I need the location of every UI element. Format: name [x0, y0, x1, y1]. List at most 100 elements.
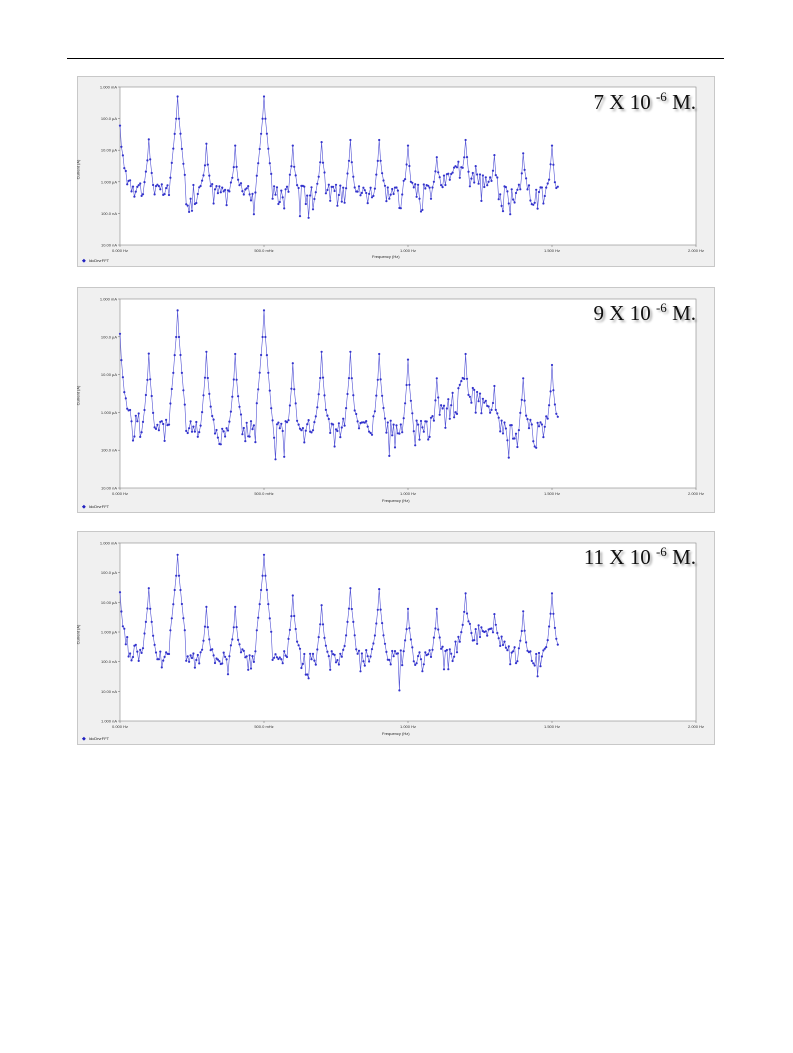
y-tick-label: 10.00 nA [101, 486, 117, 491]
data-point [537, 190, 541, 194]
data-point [225, 427, 228, 430]
data-point [189, 197, 192, 200]
data-point [381, 172, 384, 175]
data-point [123, 167, 126, 170]
data-point [406, 607, 410, 610]
data-point [448, 648, 451, 651]
data-point [461, 166, 464, 169]
data-point [347, 159, 351, 162]
data-point [237, 178, 240, 181]
data-point [540, 655, 543, 658]
data-point [329, 431, 332, 434]
data-point [226, 429, 230, 432]
data-point [137, 659, 140, 662]
data-point [314, 191, 317, 194]
data-point [306, 194, 309, 197]
data-point [180, 147, 183, 150]
data-point [369, 431, 372, 435]
data-point [421, 426, 424, 429]
data-point [432, 636, 435, 639]
data-point [395, 186, 398, 189]
data-point [216, 658, 219, 661]
data-point [177, 117, 181, 120]
data-point [244, 440, 247, 443]
data-point [478, 173, 482, 176]
data-point [245, 655, 248, 658]
data-point [542, 649, 545, 652]
data-point [504, 186, 507, 189]
data-point [165, 651, 168, 654]
data-point [417, 655, 420, 658]
data-point [506, 190, 509, 193]
data-point [165, 418, 168, 421]
data-point [304, 202, 307, 206]
x-tick-label: 2.000 Hz [688, 724, 704, 729]
data-point [356, 190, 359, 193]
data-point [360, 191, 363, 194]
data-point [198, 662, 201, 665]
data-point [237, 395, 240, 398]
data-point [499, 644, 502, 647]
data-point [273, 185, 276, 188]
data-point [422, 183, 425, 186]
data-point [196, 653, 199, 657]
data-point [222, 430, 225, 433]
data-point [550, 363, 554, 367]
data-point [414, 444, 417, 447]
data-point [512, 198, 515, 201]
data-point [549, 163, 552, 166]
data-point [245, 421, 248, 424]
data-point [169, 629, 172, 632]
data-point [215, 428, 218, 432]
data-point [176, 95, 179, 98]
data-point [424, 651, 427, 654]
data-point [434, 170, 437, 173]
data-point [277, 421, 280, 424]
data-point [265, 132, 268, 135]
data-point [254, 650, 257, 653]
data-point [268, 162, 271, 165]
data-point [522, 377, 525, 380]
data-point [264, 335, 267, 339]
data-point [477, 182, 480, 185]
data-point [225, 658, 228, 661]
data-point [483, 401, 486, 404]
data-point [470, 177, 473, 180]
data-point [232, 626, 235, 629]
data-point [336, 659, 339, 662]
data-point [548, 625, 551, 628]
data-point [393, 446, 397, 449]
data-point [418, 197, 421, 200]
data-point [507, 202, 510, 205]
data-point [211, 183, 214, 186]
data-point [316, 406, 319, 409]
data-point [327, 183, 330, 186]
data-point [509, 213, 512, 216]
data-point [520, 172, 523, 175]
data-point [255, 629, 258, 632]
data-point [451, 659, 454, 663]
data-point [300, 429, 303, 432]
data-point [221, 662, 224, 665]
data-point [455, 651, 459, 654]
data-point [306, 673, 309, 676]
data-point [522, 152, 525, 155]
data-point [546, 417, 549, 420]
data-point [202, 174, 205, 177]
data-point [235, 378, 238, 381]
data-point [478, 392, 482, 395]
data-point [345, 187, 348, 190]
data-point [166, 184, 169, 187]
data-point [491, 169, 495, 172]
data-point [139, 435, 142, 438]
data-point [500, 204, 503, 207]
data-point [231, 176, 234, 179]
y-tick-label: 1.000 µA [101, 179, 117, 184]
data-point [208, 174, 211, 177]
data-point [278, 200, 281, 204]
data-point [273, 656, 276, 659]
data-point [176, 309, 179, 312]
data-point [464, 592, 467, 595]
data-point [248, 435, 251, 438]
data-point [379, 159, 382, 162]
